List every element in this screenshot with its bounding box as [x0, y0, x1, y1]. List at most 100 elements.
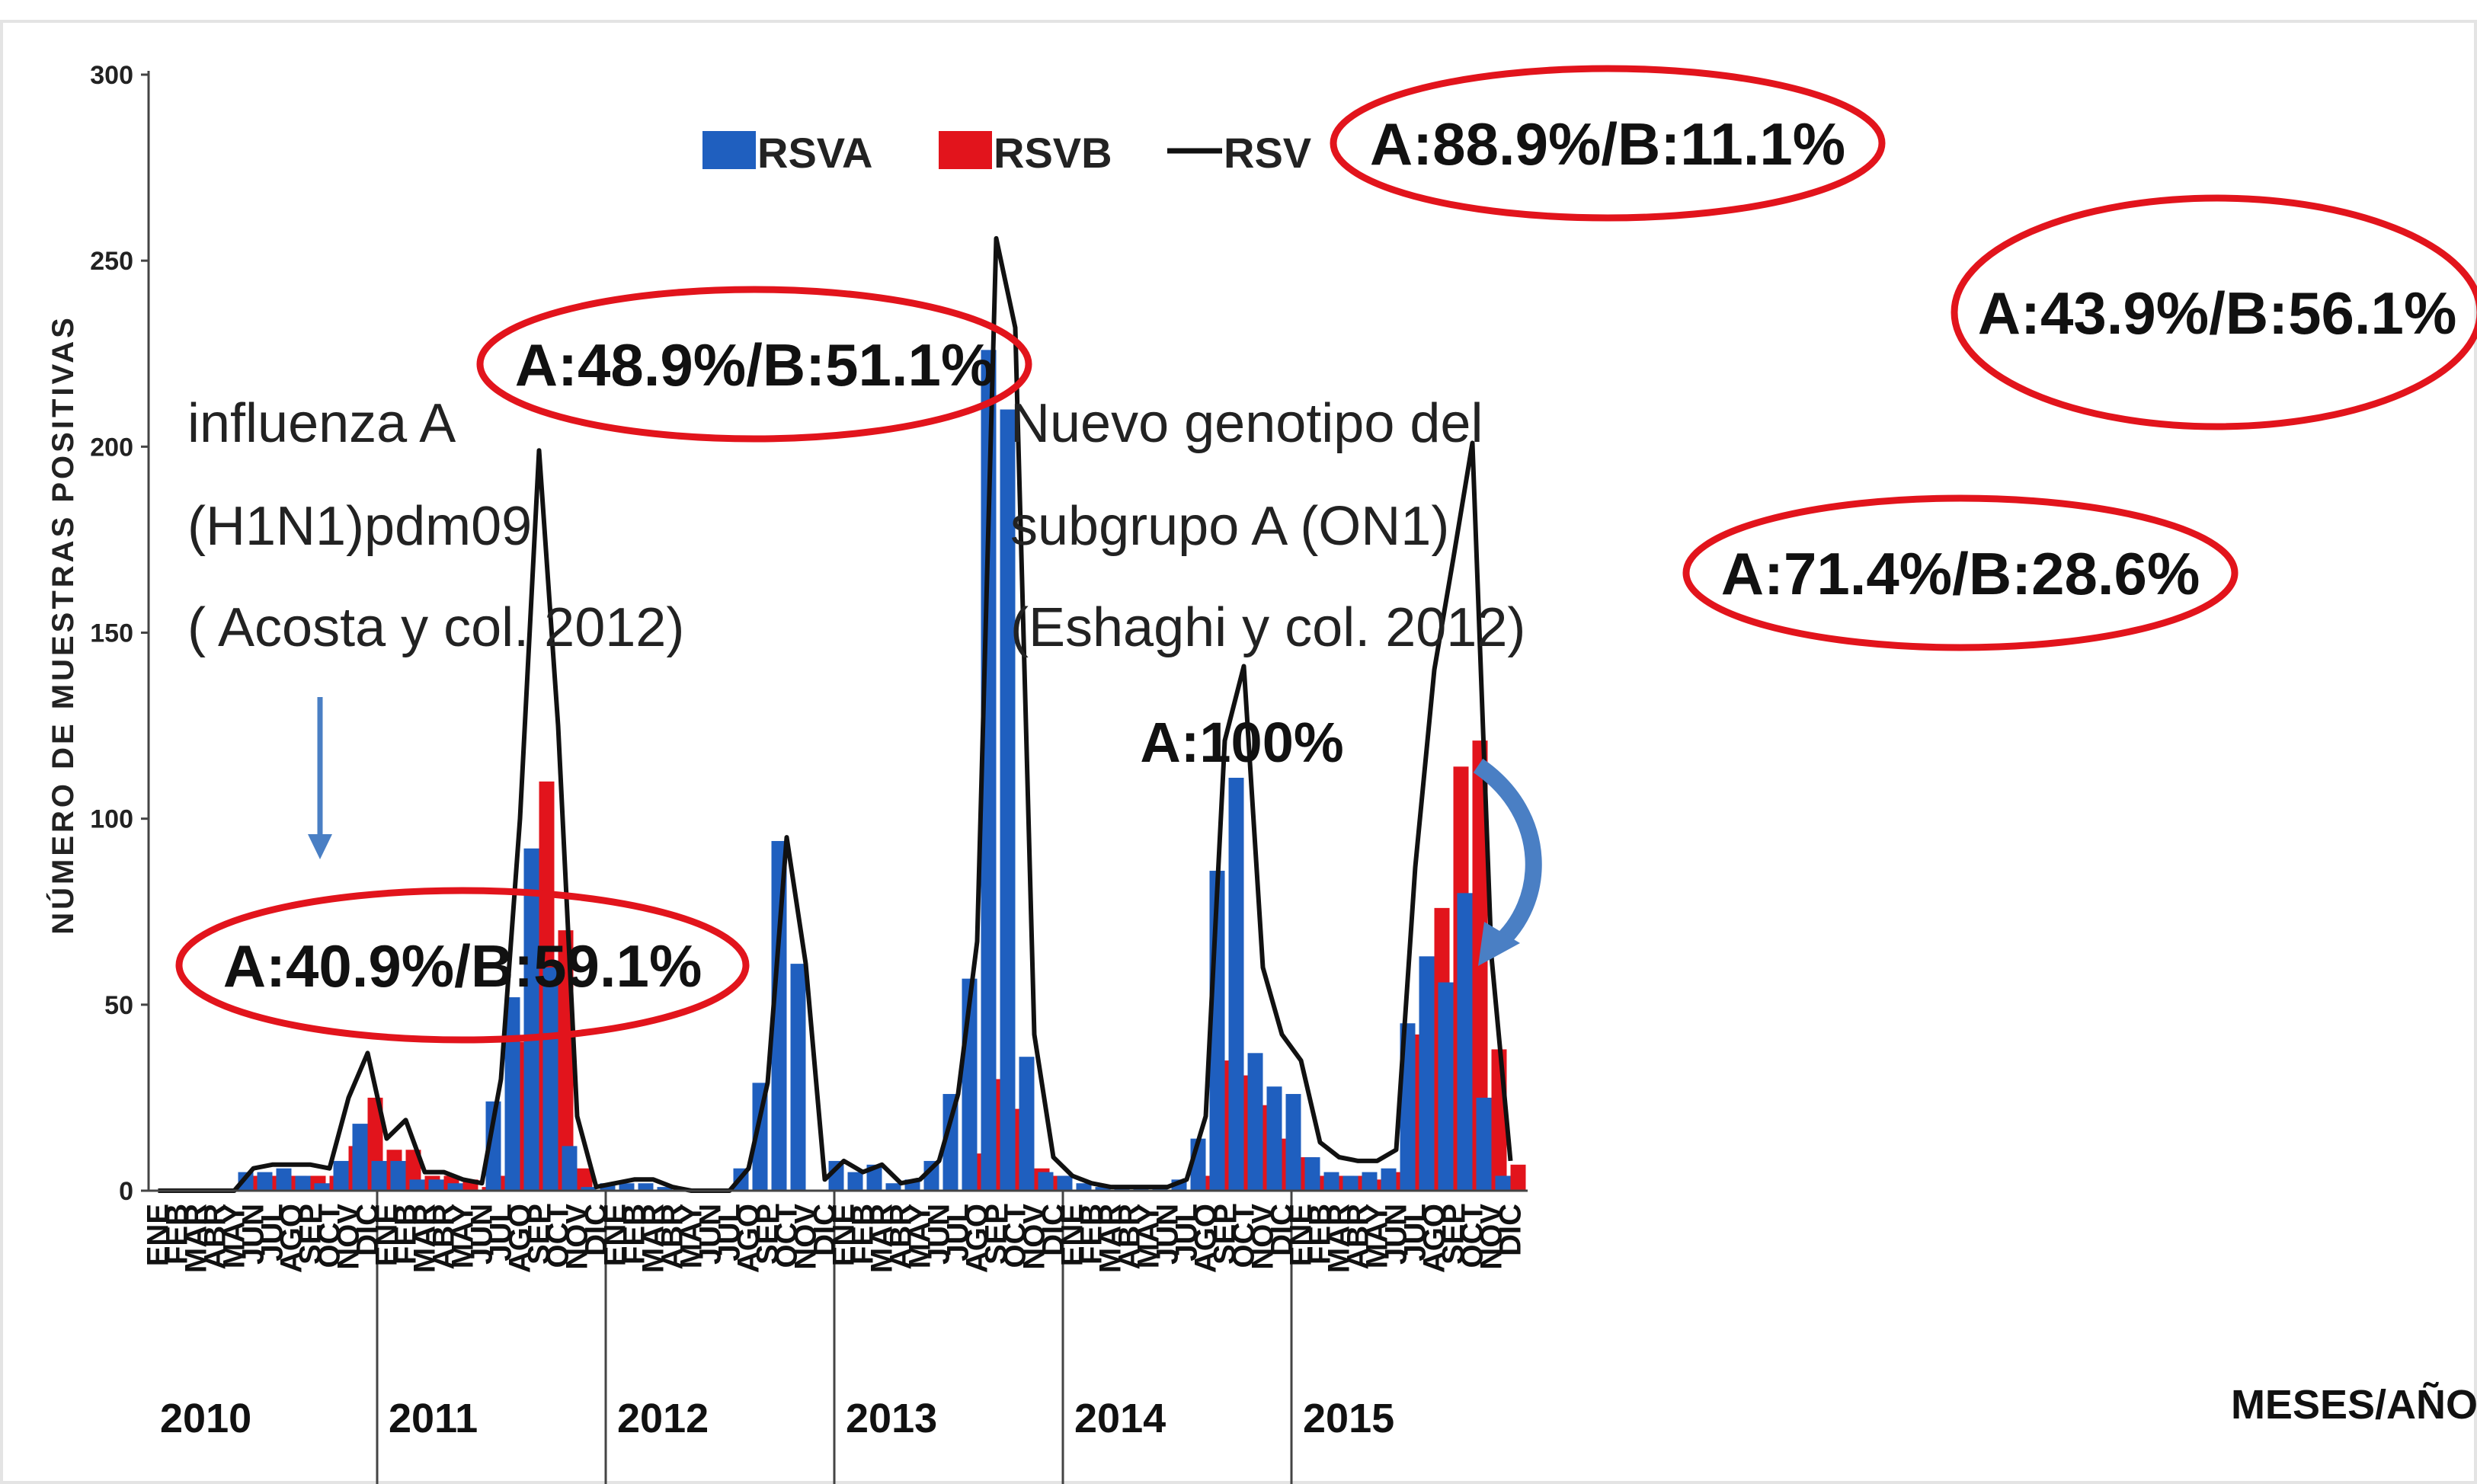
note-influenza-line3: ( Acosta y col. 2012) [187, 597, 684, 658]
bar-rsva [847, 1172, 863, 1191]
ratio-2014: A:71.4%/B:28.6% [1721, 540, 2200, 607]
x-axis-title: MESES/AÑOS [2231, 1382, 2477, 1428]
month-label: MAY [218, 1204, 251, 1269]
month-label: MAY [1361, 1204, 1394, 1269]
y-tick-label: 100 [90, 805, 133, 834]
ellipse-2010 [175, 887, 750, 1044]
month-label: DIC [1494, 1204, 1528, 1256]
y-axis-label: NÚMERO DE MUESTRAS POSITIVAS [45, 315, 80, 935]
month-label: ENE [599, 1204, 632, 1266]
bar-rsva [1247, 1053, 1263, 1191]
bar-rsva [333, 1160, 349, 1191]
ratio-2011: A:48.9%/B:51.1% [515, 331, 994, 398]
month-label: AGO [1418, 1204, 1451, 1273]
legend-label-rsva: RSVA [757, 129, 872, 177]
month-label: NOV [332, 1204, 366, 1270]
y-tick-label: 250 [90, 247, 133, 276]
bar-rsva [1419, 956, 1435, 1191]
y-tick-label: 150 [90, 619, 133, 648]
note-influenza: influenza A (H1N1)pdm09 ( Acosta y col. … [187, 393, 684, 658]
bar-rsva [771, 840, 787, 1191]
month-label: ENE [1285, 1204, 1318, 1266]
month-label: JUN [923, 1204, 956, 1265]
bar-rsva [923, 1160, 939, 1191]
bar-rsva [1457, 893, 1473, 1191]
year-label: 2011 [389, 1396, 478, 1441]
ellipse-2015 [1951, 194, 2477, 430]
ratio-2010: A:40.9%/B:59.1% [223, 932, 702, 999]
month-label: ABR [885, 1204, 918, 1270]
bar-rsva [314, 1183, 330, 1191]
note-influenza-line1: influenza A [187, 393, 456, 454]
month-label: JUL [485, 1204, 518, 1262]
bar-rsva [390, 1160, 406, 1191]
bar-rsva [638, 1183, 654, 1191]
bar-rsva [1285, 1094, 1301, 1191]
bar-rsva [885, 1183, 901, 1191]
bar-rsva [1304, 1157, 1320, 1191]
month-label: MAR [866, 1204, 899, 1273]
month-label: ENE [1056, 1204, 1090, 1266]
month-label: MAY [446, 1204, 480, 1269]
month-label: JUL [942, 1204, 975, 1262]
month-label: AGO [1189, 1204, 1223, 1273]
month-label: JUL [1170, 1204, 1204, 1262]
annotation-2013: A:88.9%/B:11.1% [1330, 65, 1886, 222]
bar-rsva [485, 1101, 501, 1191]
month-label: JUL [1399, 1204, 1432, 1262]
bar-rsva [1266, 1086, 1282, 1191]
bar-rsva [257, 1172, 273, 1191]
annotation-2010: A:40.9%/B:59.1% [175, 887, 750, 1044]
month-label: FEB [618, 1204, 651, 1265]
year-label: 2015 [1303, 1396, 1394, 1441]
bar-rsva [352, 1124, 368, 1191]
year-label: 2013 [846, 1396, 937, 1441]
year-label: 2010 [160, 1396, 251, 1441]
ratio-2015: A:43.9%/B:56.1% [1978, 280, 2457, 347]
y-tick-label: 300 [90, 61, 133, 90]
month-label: SEP [1437, 1204, 1471, 1265]
month-label: JUN [466, 1204, 499, 1265]
note-on1: Nuevo genotipo del subgrupo A (ON1) (Esh… [1010, 393, 1525, 658]
annotation-2015: A:43.9%/B:56.1% [1951, 194, 2477, 430]
bar-rsva [1438, 982, 1454, 1191]
bar-rsva [1038, 1172, 1054, 1191]
month-label: FEB [1075, 1204, 1109, 1265]
month-label: MAR [408, 1204, 442, 1273]
month-label: ABR [656, 1204, 690, 1270]
month-label: MAY [1132, 1204, 1166, 1269]
bar-rsva [657, 1187, 673, 1191]
bar-rsva [828, 1160, 844, 1191]
month-label: MAR [180, 1204, 213, 1273]
month-label: OCT [1456, 1204, 1490, 1268]
month-label: NOV [1018, 1204, 1051, 1270]
legend-label-rsvb: RSVB [994, 129, 1112, 177]
month-label: SEP [523, 1204, 556, 1265]
bar-rsva [276, 1168, 292, 1191]
month-label: ABR [199, 1204, 232, 1270]
bar-rsva [1343, 1175, 1359, 1191]
annotation-2014: A:71.4%/B:28.6% [1682, 494, 2239, 651]
bar-rsvb [1472, 740, 1488, 1191]
y-tick-label: 50 [104, 991, 133, 1020]
month-label: MAR [1323, 1204, 1356, 1273]
bar-rsvb [1510, 1164, 1526, 1191]
bar-rsva [1057, 1175, 1073, 1191]
month-label: OCT [770, 1204, 804, 1268]
month-label: ABR [1342, 1204, 1375, 1270]
month-label: SEP [1208, 1204, 1242, 1265]
month-label: JUN [694, 1204, 728, 1265]
month-label: OCT [1227, 1204, 1261, 1268]
month-label: JUL [713, 1204, 747, 1262]
bar-rsva [371, 1160, 387, 1191]
month-label: DIC [580, 1204, 613, 1256]
note-influenza-line2: (H1N1)pdm09 [187, 496, 532, 557]
ellipse-2014 [1682, 494, 2239, 651]
bar-rsva [1019, 1057, 1035, 1191]
bar-rsva [447, 1183, 463, 1191]
month-label: FEB [1304, 1204, 1337, 1265]
bar-rsva [1495, 1175, 1511, 1191]
month-label: JUN [1151, 1204, 1185, 1265]
bar-rsva [790, 964, 806, 1191]
